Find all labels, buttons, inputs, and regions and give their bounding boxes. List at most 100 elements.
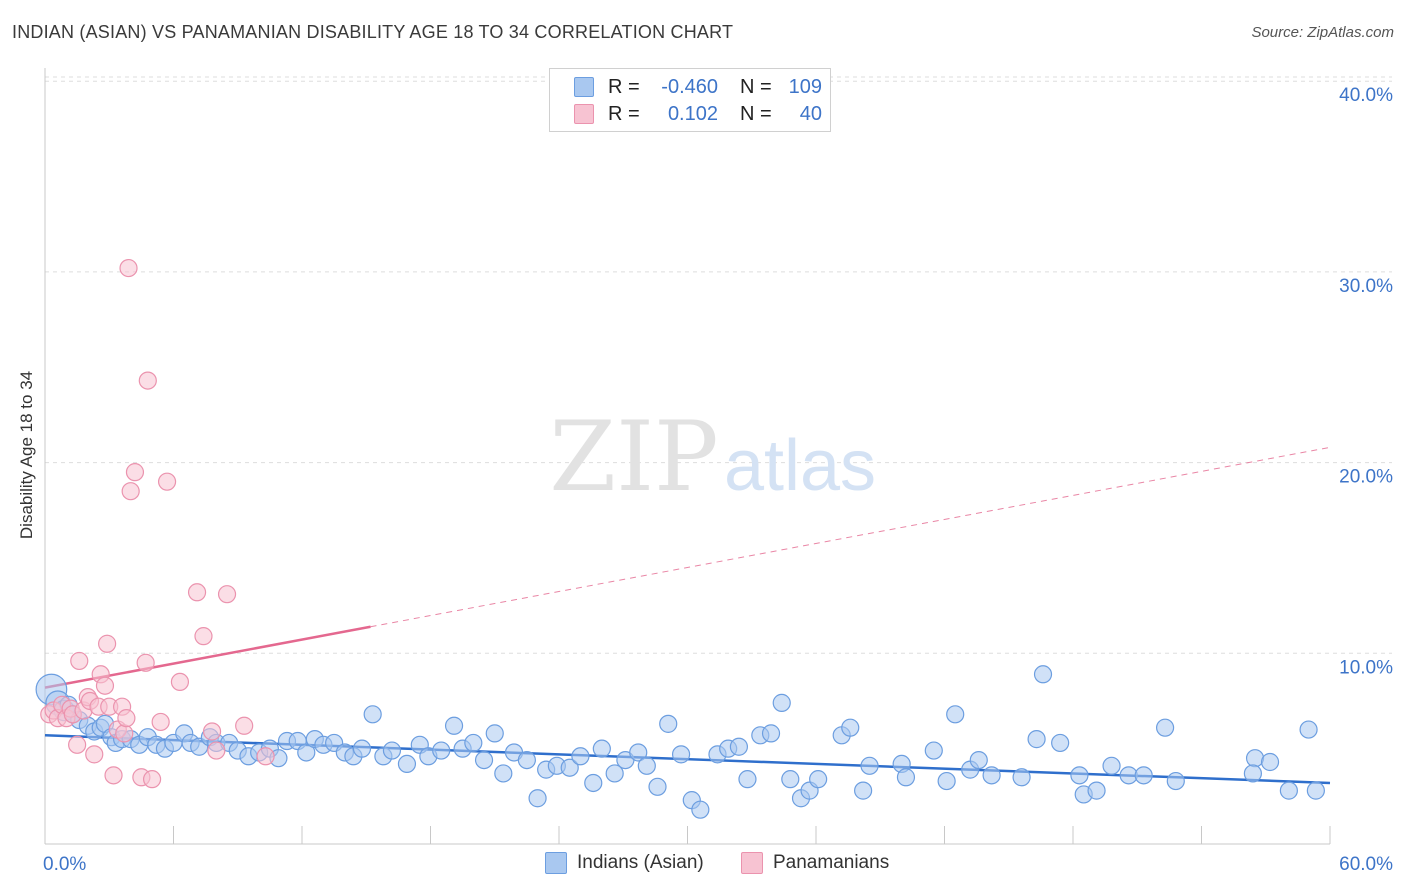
data-point-blue xyxy=(432,741,451,760)
x-tick-label-max: 60.0% xyxy=(1339,854,1393,875)
trend-line-pink-extension xyxy=(370,446,1331,628)
data-point-blue xyxy=(1087,781,1106,800)
bottom-legend-swatch-blue xyxy=(545,852,567,874)
data-point-blue xyxy=(671,745,691,764)
data-point-blue xyxy=(924,741,943,760)
data-point-blue xyxy=(1102,756,1121,775)
data-point-blue xyxy=(1070,766,1089,785)
data-point-pink xyxy=(115,724,134,743)
y-tick-label: 30.0% xyxy=(1339,276,1393,297)
data-point-blue xyxy=(494,764,513,783)
source-credit: Source: ZipAtlas.com xyxy=(1251,24,1394,41)
data-point-pink xyxy=(157,472,177,491)
data-point-blue xyxy=(1155,718,1175,737)
data-point-blue xyxy=(860,756,879,775)
data-point-blue xyxy=(738,770,757,789)
data-point-pink xyxy=(217,585,237,604)
data-point-blue xyxy=(1245,749,1265,768)
data-point-blue xyxy=(382,741,402,760)
data-point-blue xyxy=(1051,733,1070,753)
data-point-blue xyxy=(841,718,860,737)
data-point-blue xyxy=(969,750,988,770)
data-point-blue xyxy=(1134,766,1153,785)
data-point-blue xyxy=(485,724,504,743)
legend-swatch-pink xyxy=(574,104,594,124)
data-point-blue xyxy=(1306,781,1325,800)
legend-r-label: R = xyxy=(608,75,640,98)
points-layer xyxy=(35,258,1325,819)
data-point-pink xyxy=(125,463,145,482)
watermark: ZIP atlas xyxy=(549,401,876,513)
data-point-pink xyxy=(207,741,226,760)
data-point-blue xyxy=(605,764,624,783)
legend-swatch-blue xyxy=(574,77,594,97)
data-point-blue xyxy=(946,705,965,724)
data-point-pink xyxy=(104,766,123,785)
data-point-pink xyxy=(85,745,104,764)
legend-row-panamanians: R = 0.102 N = 40 xyxy=(574,102,822,126)
data-point-blue xyxy=(659,714,678,733)
data-point-blue xyxy=(781,770,800,789)
data-point-blue xyxy=(809,770,828,789)
y-tick-label: 40.0% xyxy=(1339,85,1393,106)
bottom-legend-panamanians: Panamanians xyxy=(741,852,889,874)
legend-r-value: -0.460 xyxy=(661,75,718,98)
data-point-blue xyxy=(691,800,710,819)
bottom-legend-label: Indians (Asian) xyxy=(577,852,704,873)
data-point-blue xyxy=(517,750,536,770)
chart-title: INDIAN (ASIAN) VS PANAMANIAN DISABILITY … xyxy=(12,22,734,42)
data-point-blue xyxy=(1243,764,1263,783)
data-point-blue xyxy=(937,771,956,791)
data-point-blue xyxy=(1260,752,1280,772)
data-point-pink xyxy=(151,712,170,732)
data-point-blue xyxy=(474,750,494,770)
data-point-blue xyxy=(363,705,382,724)
data-point-blue xyxy=(896,768,916,787)
correlation-legend: R = -0.460 N = 109 R = 0.102 N = 40 xyxy=(549,68,831,132)
data-point-blue xyxy=(1027,730,1046,749)
data-point-pink xyxy=(70,651,89,671)
x-tick-label-min: 0.0% xyxy=(43,854,86,875)
data-point-blue xyxy=(1012,768,1031,787)
legend-n-value: 40 xyxy=(799,102,822,125)
data-point-pink xyxy=(117,709,136,728)
legend-r-label: R = xyxy=(608,102,640,125)
data-point-blue xyxy=(1299,720,1318,739)
data-point-blue xyxy=(464,733,483,753)
data-point-blue xyxy=(584,773,603,793)
grid-layer xyxy=(45,76,1392,654)
data-point-blue xyxy=(1033,665,1053,684)
bottom-legend-label: Panamanians xyxy=(773,852,890,873)
data-point-blue xyxy=(592,739,611,758)
data-point-pink xyxy=(138,371,157,390)
legend-r-value: 0.102 xyxy=(667,102,718,125)
data-point-pink xyxy=(142,770,162,789)
data-point-blue xyxy=(729,737,749,756)
data-point-blue xyxy=(560,758,579,777)
data-point-pink xyxy=(256,747,275,766)
watermark-zip: ZIP xyxy=(549,401,718,513)
y-tick-label: 20.0% xyxy=(1339,467,1393,488)
data-point-pink xyxy=(136,653,155,672)
data-point-blue xyxy=(637,756,656,775)
data-point-blue xyxy=(761,724,781,743)
legend-row-indians: R = -0.460 N = 109 xyxy=(574,75,822,99)
data-point-pink xyxy=(187,583,207,602)
data-point-pink xyxy=(194,627,213,646)
data-point-blue xyxy=(297,743,316,762)
data-point-blue xyxy=(571,747,590,766)
data-point-pink xyxy=(98,634,117,653)
data-point-blue xyxy=(629,743,648,762)
legend-n-label: N = xyxy=(740,75,772,98)
data-point-pink xyxy=(235,716,254,735)
data-point-blue xyxy=(1279,781,1298,800)
tick-label-layer: 10.0% 20.0% 30.0% 40.0% 0.0% 60.0% xyxy=(43,85,1393,875)
y-tick-label: 10.0% xyxy=(1339,657,1393,678)
legend-n-value: 109 xyxy=(788,75,822,98)
legend-n-label: N = xyxy=(740,102,772,125)
data-point-blue xyxy=(648,777,667,796)
data-point-blue xyxy=(982,766,1001,785)
data-point-pink xyxy=(119,258,138,278)
bottom-legend-swatch-pink xyxy=(741,852,763,874)
